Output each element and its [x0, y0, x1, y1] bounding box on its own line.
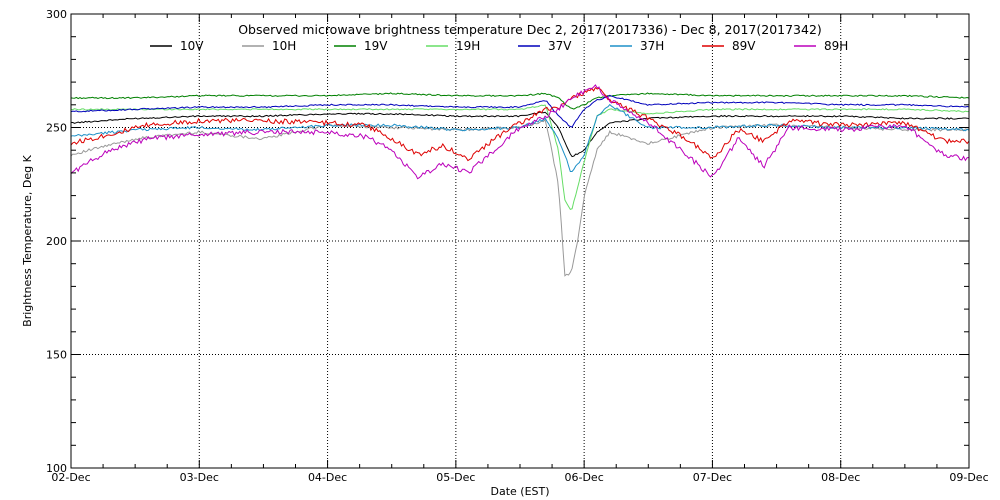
axes: 02-Dec 03-Dec 04-Dec 05-Dec 06-Dec 07-Dec 08-D… — [46, 8, 989, 484]
y-tick-label: 100 — [46, 462, 67, 475]
y-tick-label: 200 — [46, 235, 67, 248]
chart-title: Observed microwave brightness temperatur… — [238, 22, 822, 37]
series-line-10v — [70, 111, 970, 158]
x-tick-label: 05-Dec — [436, 471, 475, 484]
y-tick-label: 250 — [46, 122, 67, 135]
legend-label-19v: 19V — [364, 39, 388, 53]
series-line-89h — [70, 84, 969, 180]
x-tick-label: 04-Dec — [308, 471, 347, 484]
y-tick-label: 150 — [46, 349, 67, 362]
legend: 10V 10H 19V 19H 37V 37H 89V 89H — [150, 39, 848, 53]
x-tick-label: 02-Dec — [51, 471, 90, 484]
x-tick-label: 06-Dec — [565, 471, 604, 484]
legend-label-89v: 89V — [732, 39, 756, 53]
x-tick-label: 08-Dec — [821, 471, 860, 484]
series-line-19h — [70, 104, 970, 211]
legend-label-89h: 89H — [824, 39, 848, 53]
legend-label-37v: 37V — [548, 39, 572, 53]
legend-label-10v: 10V — [180, 39, 204, 53]
grid-lines — [71, 14, 969, 468]
y-tick-label: 300 — [46, 8, 67, 21]
x-axis-label: Date (EST) — [490, 485, 549, 498]
series-lines — [70, 84, 970, 277]
series-line-89v — [70, 86, 970, 162]
y-axis-label: Brightness Temperature, Deg K — [21, 154, 34, 326]
x-tick-label: 03-Dec — [180, 471, 219, 484]
legend-label-10h: 10H — [272, 39, 296, 53]
series-line-19v — [70, 92, 970, 110]
series-line-37v — [70, 94, 970, 128]
legend-label-19h: 19H — [456, 39, 480, 53]
x-tick-label: 09-Dec — [949, 471, 988, 484]
legend-label-37h: 37H — [640, 39, 664, 53]
x-tick-label: 07-Dec — [693, 471, 732, 484]
